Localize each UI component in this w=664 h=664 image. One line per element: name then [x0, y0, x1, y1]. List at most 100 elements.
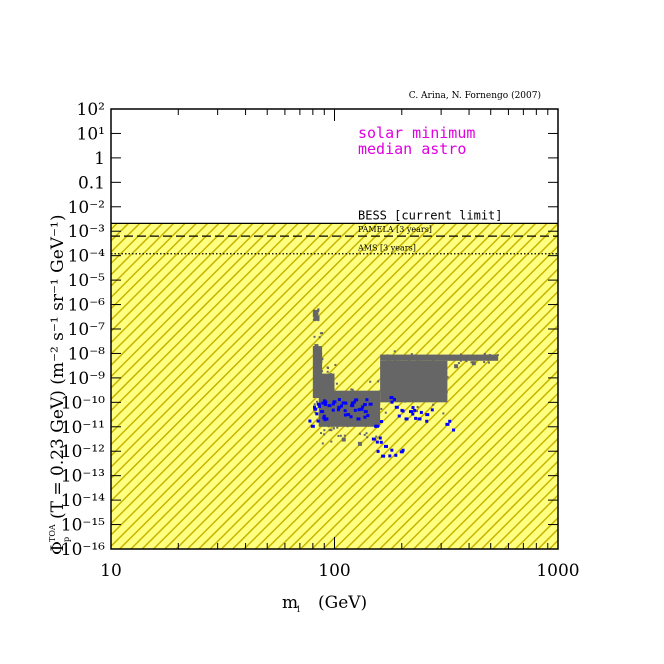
gray-point: [465, 360, 468, 363]
blue-point: [323, 403, 327, 407]
gray-point: [321, 358, 324, 361]
blue-point: [310, 424, 315, 428]
gray-point: [315, 318, 318, 321]
gray-point: [442, 412, 445, 415]
blue-point: [414, 416, 418, 420]
gray-point: [319, 360, 322, 363]
blue-point: [404, 417, 409, 421]
gray-point: [323, 380, 326, 383]
gray-point: [326, 414, 329, 417]
gray-point: [423, 358, 426, 361]
blue-point: [394, 405, 399, 409]
gray-point: [327, 388, 330, 391]
gray-point: [315, 383, 318, 386]
gray-point: [317, 309, 320, 312]
gray-point: [369, 380, 372, 383]
blue-point: [399, 450, 404, 454]
gray-point: [330, 373, 333, 376]
gray-point: [325, 398, 328, 401]
gray-point: [338, 394, 341, 397]
blue-point: [394, 453, 398, 457]
blue-point: [354, 398, 359, 402]
gray-point: [363, 433, 366, 436]
y-tick-label: 10⁻⁵: [68, 271, 106, 291]
gray-point: [323, 421, 326, 424]
gray-point: [441, 375, 444, 378]
gray-point: [384, 411, 387, 414]
y-tick-label: 10⁻⁸: [68, 344, 106, 364]
blue-point: [389, 396, 394, 400]
blue-point: [344, 401, 348, 405]
gray-point: [345, 397, 348, 400]
blue-point: [315, 412, 319, 416]
blue-point: [343, 413, 347, 417]
gray-point: [326, 383, 329, 386]
gray-point: [432, 403, 435, 406]
gray-point: [404, 400, 407, 403]
blue-point: [327, 404, 332, 408]
gray-point: [459, 359, 462, 362]
gray-point: [323, 433, 326, 436]
gray-scan-points: [312, 308, 499, 446]
gray-point: [444, 372, 447, 375]
gray-point: [315, 400, 318, 403]
gray-point: [316, 312, 319, 315]
blue-point: [341, 401, 346, 405]
gray-point: [315, 378, 318, 381]
gray-point: [314, 344, 319, 349]
y-tick-label: 10⁻¹³: [61, 467, 105, 487]
gray-point: [339, 434, 342, 437]
gray-point: [349, 409, 352, 412]
blue-point: [359, 407, 364, 411]
blue-point: [374, 424, 378, 428]
gray-point: [432, 359, 435, 362]
blue-point: [363, 415, 367, 419]
gray-point: [327, 422, 330, 425]
gray-point: [384, 361, 389, 366]
gray-point: [396, 390, 399, 393]
blue-point: [312, 405, 316, 409]
y-tick-label: 10⁻¹⁶: [61, 540, 105, 560]
gray-point: [378, 402, 381, 405]
blue-point: [401, 409, 405, 413]
gray-point: [474, 357, 477, 360]
x-tick-label: 100: [318, 561, 350, 581]
y-tick-label: 10⁻⁴: [68, 247, 106, 267]
x-axis-title-sub: 1: [296, 605, 301, 614]
gray-point: [483, 361, 486, 364]
legend-line-2: median astro: [358, 140, 466, 158]
blue-point: [390, 448, 394, 452]
gray-point: [403, 356, 406, 359]
blue-point: [336, 408, 340, 412]
gray-point: [332, 413, 335, 416]
gray-point: [327, 425, 330, 428]
gray-point: [375, 435, 378, 438]
blue-point: [392, 397, 396, 401]
blue-point: [381, 454, 386, 458]
gray-point: [327, 384, 330, 387]
blue-point: [445, 422, 450, 426]
blue-point: [409, 410, 414, 414]
blue-point: [413, 408, 417, 412]
limit-lines: BESS [current limit] PAMELA [3 years] AMS …: [111, 208, 558, 255]
gray-point: [355, 403, 358, 406]
gray-point: [336, 426, 339, 429]
gray-point: [387, 386, 390, 389]
blue-point: [448, 419, 452, 423]
blue-point: [337, 398, 341, 402]
gray-point: [427, 388, 430, 391]
blue-point: [384, 444, 389, 448]
gray-point: [353, 390, 356, 393]
gray-point: [426, 399, 429, 402]
x-tick-label: 1000: [536, 561, 579, 581]
gray-point: [353, 419, 356, 422]
blue-point: [349, 415, 353, 419]
y-tick-label: 10⁻⁹: [68, 369, 106, 389]
gray-point: [385, 397, 388, 400]
blue-point: [323, 418, 327, 422]
gray-point: [420, 355, 423, 358]
blue-point: [316, 419, 320, 423]
gray-point: [326, 379, 329, 382]
gray-point: [398, 358, 401, 361]
pamela-limit-label: PAMELA [3 years]: [358, 225, 432, 234]
